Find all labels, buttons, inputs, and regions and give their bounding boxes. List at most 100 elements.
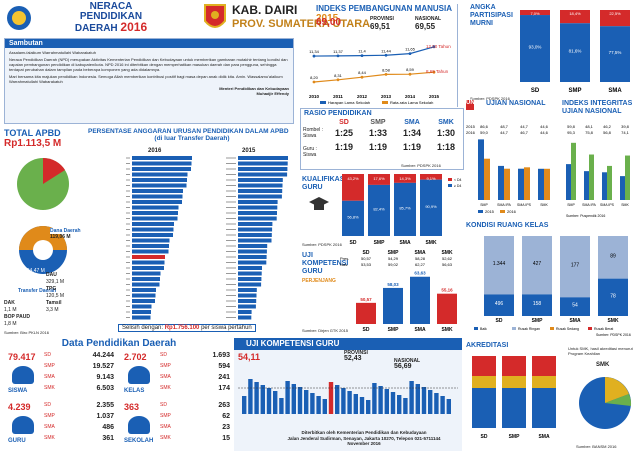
ukg-kab-bar <box>397 395 402 414</box>
ruang-bar-baik <box>522 294 552 316</box>
akreditasi-title: AKREDITASI <box>466 342 509 349</box>
ukg-nas-value: 56,69 <box>394 363 412 370</box>
alokasi-bar-2015 <box>238 194 282 199</box>
un-row-label-2016: 2016 <box>466 130 476 135</box>
alokasi-label-line-2015 <box>226 284 236 285</box>
ruang-legend-swatch <box>550 327 554 330</box>
akreditasi-bar-segment <box>532 388 556 428</box>
alokasi-label-line <box>126 163 130 164</box>
ukg-row2-value: 62,27 <box>415 262 426 267</box>
ukg-row1-value: 50,57 <box>361 256 372 261</box>
iiun-title: INDEKS INTEGRITAS UJIAN NASIONAL <box>562 100 633 115</box>
alokasi-bar-2015 <box>238 282 262 287</box>
dp-total-guru: 4.239 <box>8 402 31 412</box>
alokasi-bar-2015 <box>238 172 288 177</box>
alokasi-bar-2016 <box>132 216 178 221</box>
apbd-title: TOTAL APBD <box>4 128 61 138</box>
rasio-grid: SD 1:25 1:19 SMP 1:33 1:19 SMA 1:34 1:19 SMK 1:30 1… <box>327 119 463 152</box>
ukg-cat-header: SMP <box>388 250 400 256</box>
ukg-row1-value: 52,62 <box>442 256 453 261</box>
iiun-bar-2016 <box>607 165 612 200</box>
ukg-prov-label: PROVINSI <box>344 350 368 356</box>
ipm-hls-line <box>313 46 435 57</box>
ruang-title: KONDISI RUANG KELAS <box>466 222 549 229</box>
kualifikasi-bar-layak <box>368 184 390 236</box>
alokasi-bar-2016 <box>132 255 165 259</box>
ukg-kab-bar <box>273 391 278 414</box>
alokasi-bar-2015 <box>238 216 277 221</box>
dp-row-label: SMK <box>160 385 171 391</box>
akreditasi-bar-segment <box>472 376 496 388</box>
dp-row-label: SMK <box>44 435 55 441</box>
iiun-cat-label: SMA IPS <box>600 203 615 207</box>
apbd-total: Rp1.113,5 M <box>4 138 62 149</box>
alokasi-bar-2016 <box>132 299 155 303</box>
alokasi-bar-2016 <box>132 167 191 171</box>
ipm-year-tick: 2014 <box>405 94 416 99</box>
ruang-chart: 1.344 496 SD 427 158 SMP 177 54 SMA 89 78 SMK Baik Ru… <box>474 236 631 337</box>
ipm-legend-hls: Harapan Lama Sekolah <box>328 100 370 105</box>
alokasi-bar-2016 <box>132 271 161 276</box>
un-bar-2015 <box>498 165 504 200</box>
alokasi-bar-2015 <box>238 244 268 248</box>
iiun-2015-value: 46,2 <box>603 124 612 129</box>
un-2016-value: 59,0 <box>480 130 489 135</box>
ukg-kab-bar <box>260 385 265 414</box>
tamsil-label: Tamsil <box>46 300 62 306</box>
dp-row-value: 241 <box>218 374 230 381</box>
ipm-rls-label: 8,58 <box>382 67 391 72</box>
ipm-year-tick: 2012 <box>357 94 368 99</box>
ukg-source: Sumber: Dirjen GTK 2015 <box>302 328 349 333</box>
ipm-chart: 11,34 11,37 11,4 11,44 11,65 8,20 8,31 8,44 8,58… <box>309 44 451 105</box>
kualifikasi-layak-label: 56,8% <box>347 214 359 219</box>
dairi-emblem-icon <box>204 4 226 28</box>
alokasi-bar-2015 <box>238 304 256 309</box>
sambutan-body1: Neraca Pendidikan Daerah (NPD) merupakan… <box>9 57 288 72</box>
dp-label-kelas: KELAS <box>124 388 145 394</box>
ukg-prov-value: 52,43 <box>344 355 362 362</box>
graduation-cap-icon <box>309 197 329 210</box>
ipm-rls-line <box>313 71 435 83</box>
un-bar-2016 <box>544 168 550 200</box>
kualifikasi-bar-layak <box>420 179 442 236</box>
ukg-kab-bar <box>421 387 427 414</box>
dp-block-guru: 4.239 GURU SD 2.355 SMP 1.037 SMA 486 SMK 361 <box>8 402 116 450</box>
akreditasi-smk-pie <box>579 377 632 429</box>
alokasi-bar-2016 <box>132 194 183 199</box>
un-2016-value: 44,7 <box>500 130 509 135</box>
kabupaten-name: KAB. DAIRI <box>232 3 298 17</box>
un-row-label-2015: 2015 <box>466 124 476 129</box>
ukg-kab-bar <box>353 394 358 414</box>
dp-row: SMA 23 <box>160 424 230 431</box>
apm-bar <box>520 15 550 82</box>
alokasi-label-line-2015 <box>226 212 236 214</box>
kualifikasi-legend-swatch-2 <box>448 184 452 187</box>
ipm-year: 2015 <box>316 13 339 24</box>
alokasi-bar-2015 <box>238 183 283 188</box>
iiun-bar-2015 <box>584 171 589 200</box>
apm-top-label: 22,5% <box>609 11 621 16</box>
iiun-2015-value: 39,8 <box>621 124 630 129</box>
un-2016-value: 44,6 <box>540 130 549 135</box>
dp-row-label: SMA <box>44 424 55 430</box>
apbd-breakdown-2: DAU 329,1 M TPG 120,5 M Tamsil 3,3 M <box>46 272 64 314</box>
dp-row: SMP 62 <box>160 413 230 420</box>
alokasi-label-line <box>126 311 130 313</box>
dp-row-label: SMK <box>44 385 55 391</box>
ukg-row1-value: 54,29 <box>388 256 399 261</box>
apm-bar <box>600 26 630 82</box>
sambutan-body2: Mari bersama kita majukan pendidikan Ind… <box>9 74 283 84</box>
sambutan-text: Assalamu'alaikum Warrahmatullahi Wabarak… <box>5 48 293 98</box>
ipm-hls-point <box>312 54 316 58</box>
dp-total-siswa: 79.417 <box>8 352 36 362</box>
akreditasi-source: Sumber: BANSM 2016 <box>576 444 617 449</box>
alokasi-bar-2016 <box>132 310 151 314</box>
title-line3: DAERAH <box>74 23 118 34</box>
ipm-year-tick: 2010 <box>309 94 320 99</box>
ukg-bar <box>356 302 376 324</box>
alokasi-label-line-2015 <box>226 289 236 291</box>
ipm-hls-point <box>360 54 364 57</box>
alokasi-bar-2016 <box>132 304 152 309</box>
ukg-kab-bar <box>415 384 420 414</box>
apm-bar-top <box>520 10 550 16</box>
